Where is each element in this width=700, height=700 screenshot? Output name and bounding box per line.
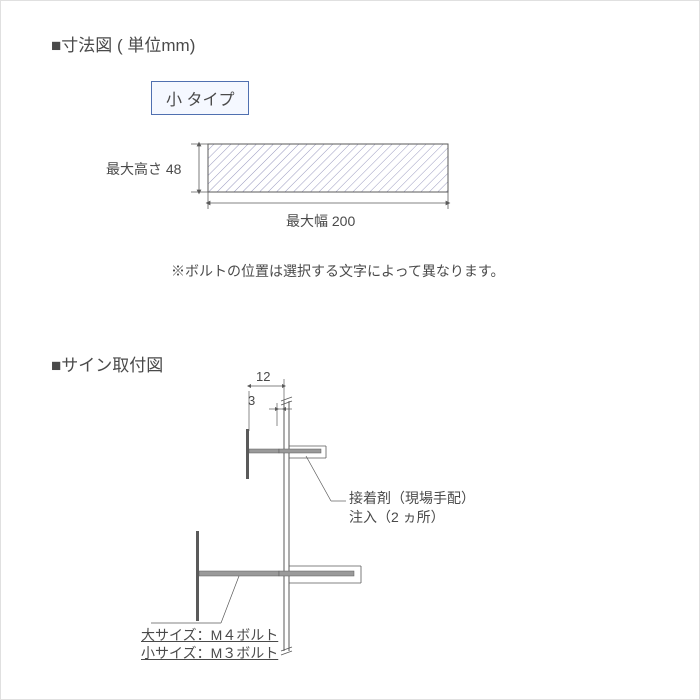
adhesive-label-1: 接着剤（現場手配） — [349, 488, 475, 508]
bolt-label-1: 大サイズ：M４ボルト — [141, 625, 278, 645]
type-box: 小 タイプ — [151, 81, 249, 115]
dim-12: 12 — [256, 369, 270, 384]
width-label: 最大幅 200 — [286, 211, 355, 231]
height-label: 最大高さ 48 — [106, 159, 181, 179]
adhesive-label-2: 注入（2 ヵ所） — [349, 507, 445, 527]
bolt-position-note: ※ボルトの位置は選択する文字によって異なります。 — [171, 261, 504, 281]
dim-3: 3 — [248, 393, 255, 408]
mounting-diagram — [131, 371, 531, 661]
bolt-label-2: 小サイズ：M３ボルト — [141, 643, 278, 663]
dimension-section-title: ■寸法図 ( 単位mm) — [51, 31, 195, 56]
